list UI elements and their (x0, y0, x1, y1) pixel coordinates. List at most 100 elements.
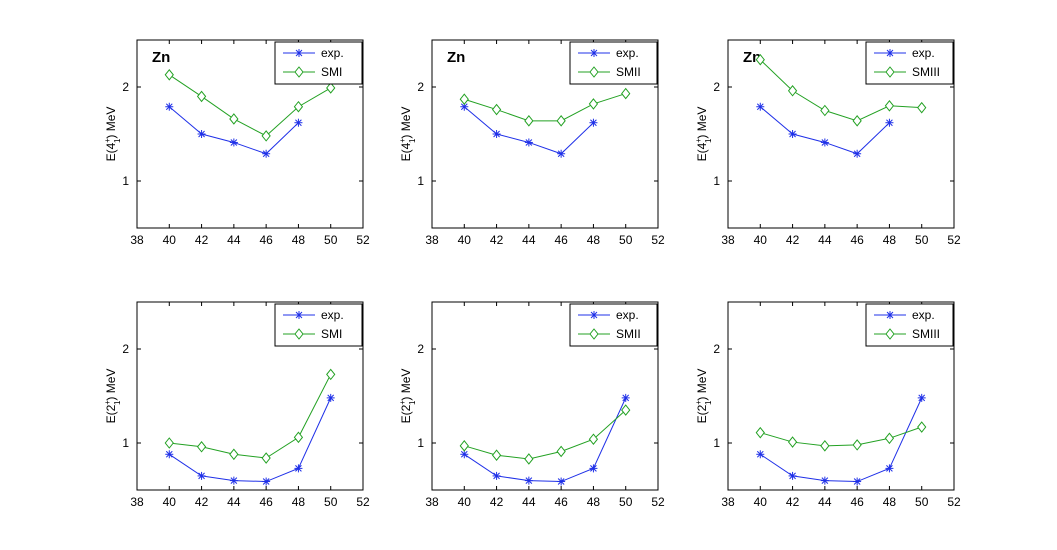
asterisk-stroke (886, 465, 893, 472)
x-tick-label: 44 (522, 233, 536, 247)
y-tick-label: 1 (122, 174, 129, 188)
asterisk-stroke (230, 477, 238, 484)
asterisk-marker (820, 138, 829, 147)
x-tick-label: 38 (425, 495, 439, 509)
asterisk-stroke (918, 394, 926, 402)
asterisk-marker (621, 393, 630, 402)
panel-title: Zn (152, 49, 170, 66)
asterisk-stroke (886, 119, 893, 127)
legend: exp. SMII (569, 303, 658, 347)
asterisk-stroke (590, 119, 597, 127)
y-label-main: E(2 (695, 404, 709, 423)
asterisk-marker (853, 149, 862, 158)
asterisk-marker (853, 477, 862, 486)
legend-asterisk-marker (295, 49, 303, 57)
legend-label: exp. (912, 46, 935, 60)
x-tick-label: 48 (292, 495, 306, 509)
asterisk-marker (165, 450, 174, 459)
asterisk-marker (524, 476, 533, 485)
asterisk-stroke (165, 103, 173, 111)
diamond-marker (524, 453, 534, 465)
x-tick-label: 50 (915, 495, 929, 509)
series-line-1 (760, 397, 923, 483)
x-tick-label: 40 (163, 495, 177, 509)
legend: exp. SMI (274, 303, 363, 347)
x-tick-label: 44 (818, 495, 832, 509)
panel-title: Zn (447, 49, 465, 66)
asterisk-marker (460, 450, 469, 459)
y-label-end: ) MeV (104, 107, 118, 139)
y-label-sup: + (103, 138, 112, 143)
series-line-2 (464, 409, 627, 460)
series-line-2 (169, 374, 332, 459)
y-label-end: ) MeV (695, 369, 709, 401)
diamond-marker (491, 103, 502, 116)
legend: exp. SMIII (865, 41, 954, 85)
x-tick-label: 38 (721, 495, 735, 509)
y-label-end: ) MeV (104, 369, 118, 401)
y-tick-label: 2 (122, 342, 129, 356)
diamond-marker (852, 439, 862, 451)
asterisk-marker (229, 138, 238, 147)
diamond-marker (261, 130, 271, 142)
diamond-marker (261, 452, 271, 464)
asterisk-marker (885, 118, 894, 127)
diamond-marker (293, 431, 304, 444)
y-tick-label: 2 (417, 80, 424, 94)
series-line-2 (169, 74, 331, 137)
asterisk-marker (165, 102, 174, 111)
legend-asterisk-marker (886, 49, 894, 57)
y-label-end: ) MeV (399, 107, 413, 139)
legend-label: exp. (912, 308, 935, 322)
asterisk-marker (197, 471, 206, 480)
asterisk-stroke (756, 103, 764, 111)
asterisk-marker (788, 471, 797, 480)
diamond-marker (917, 101, 927, 114)
asterisk-stroke (557, 478, 565, 485)
x-tick-label: 42 (786, 233, 800, 247)
legend-box (569, 41, 658, 85)
asterisk-stroke (590, 465, 597, 472)
legend-asterisk-marker (590, 311, 598, 319)
x-tick-label: 48 (587, 495, 601, 509)
y-tick-label: 2 (417, 342, 424, 356)
x-tick-label: 38 (721, 233, 735, 247)
legend-diamond-marker (589, 328, 599, 340)
x-tick-label: 42 (195, 495, 209, 509)
x-tick-label: 46 (850, 495, 864, 509)
series-line-2 (464, 93, 626, 122)
diamond-marker (621, 87, 631, 100)
y-label-sub: 1 (704, 138, 713, 143)
y-label-end: ) MeV (695, 107, 709, 139)
x-tick-label: 46 (554, 495, 568, 509)
diamond-marker (884, 432, 895, 445)
series-line-2 (760, 426, 922, 447)
legend: exp. SMIII (865, 303, 954, 347)
diamond-marker (491, 449, 502, 462)
y-tick-label: 1 (713, 174, 720, 188)
asterisk-marker (229, 476, 238, 485)
x-tick-label: 42 (490, 495, 504, 509)
diamond-marker (588, 433, 599, 446)
panel-title: Zn (743, 49, 761, 66)
x-tick-label: 46 (850, 233, 864, 247)
x-tick-label: 52 (356, 495, 370, 509)
x-tick-label: 44 (227, 495, 241, 509)
asterisk-stroke (756, 450, 764, 458)
legend-box (274, 41, 363, 85)
legend-asterisk-marker (295, 311, 303, 319)
x-tick-label: 46 (259, 495, 273, 509)
x-tick-label: 48 (292, 233, 306, 247)
legend: exp. SMI (274, 41, 363, 85)
asterisk-marker (262, 477, 271, 486)
asterisk-stroke (590, 311, 598, 319)
series-line-1 (464, 397, 627, 483)
asterisk-stroke (295, 49, 303, 57)
asterisk-stroke (493, 472, 500, 480)
x-tick-label: 50 (915, 233, 929, 247)
y-axis-label: E(2+1) MeV (694, 369, 713, 424)
